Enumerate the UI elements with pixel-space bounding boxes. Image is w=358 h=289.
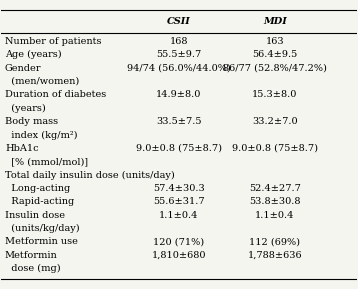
Text: 163: 163: [266, 37, 284, 46]
Text: Long-acting: Long-acting: [5, 184, 70, 193]
Text: 14.9±8.0: 14.9±8.0: [156, 90, 202, 99]
Text: Rapid-acting: Rapid-acting: [5, 197, 74, 206]
Text: 1.1±0.4: 1.1±0.4: [255, 211, 295, 220]
Text: 1.1±0.4: 1.1±0.4: [159, 211, 199, 220]
Text: 94/74 (56.0%/44.0%): 94/74 (56.0%/44.0%): [127, 64, 231, 73]
Text: 57.4±30.3: 57.4±30.3: [153, 184, 205, 193]
Text: Age (years): Age (years): [5, 50, 62, 59]
Text: 9.0±0.8 (75±8.7): 9.0±0.8 (75±8.7): [136, 144, 222, 153]
Text: Gender: Gender: [5, 64, 42, 73]
Text: 56.4±9.5: 56.4±9.5: [252, 50, 297, 59]
Text: (men/women): (men/women): [5, 77, 79, 86]
Text: 33.5±7.5: 33.5±7.5: [156, 117, 202, 126]
Text: CSII: CSII: [167, 17, 191, 26]
Text: 33.2±7.0: 33.2±7.0: [252, 117, 298, 126]
Text: 120 (71%): 120 (71%): [154, 237, 204, 246]
Text: 86/77 (52.8%/47.2%): 86/77 (52.8%/47.2%): [223, 64, 327, 73]
Text: 9.0±0.8 (75±8.7): 9.0±0.8 (75±8.7): [232, 144, 318, 153]
Text: 1,788±636: 1,788±636: [248, 251, 302, 260]
Text: Insulin dose: Insulin dose: [5, 211, 65, 220]
Text: Number of patients: Number of patients: [5, 37, 101, 46]
Text: 52.4±27.7: 52.4±27.7: [249, 184, 301, 193]
Text: dose (mg): dose (mg): [5, 264, 61, 273]
Text: 168: 168: [170, 37, 188, 46]
Text: Total daily insulin dose (units/day): Total daily insulin dose (units/day): [5, 171, 175, 179]
Text: HbA1c: HbA1c: [5, 144, 39, 153]
Text: Body mass: Body mass: [5, 117, 58, 126]
Text: Metformin use: Metformin use: [5, 237, 78, 246]
Text: [% (mmol/mol)]: [% (mmol/mol)]: [5, 157, 88, 166]
Text: 15.3±8.0: 15.3±8.0: [252, 90, 297, 99]
Text: Metformin: Metformin: [5, 251, 58, 260]
Text: 1,810±680: 1,810±680: [152, 251, 206, 260]
Text: Duration of diabetes: Duration of diabetes: [5, 90, 106, 99]
Text: (units/kg/day): (units/kg/day): [5, 224, 79, 233]
Text: 55.6±31.7: 55.6±31.7: [153, 197, 205, 206]
Text: index (kg/m²): index (kg/m²): [5, 130, 77, 140]
Text: (years): (years): [5, 104, 46, 113]
Text: MDI: MDI: [263, 17, 287, 26]
Text: 112 (69%): 112 (69%): [250, 237, 300, 246]
Text: 53.8±30.8: 53.8±30.8: [249, 197, 301, 206]
Text: 55.5±9.7: 55.5±9.7: [156, 50, 202, 59]
